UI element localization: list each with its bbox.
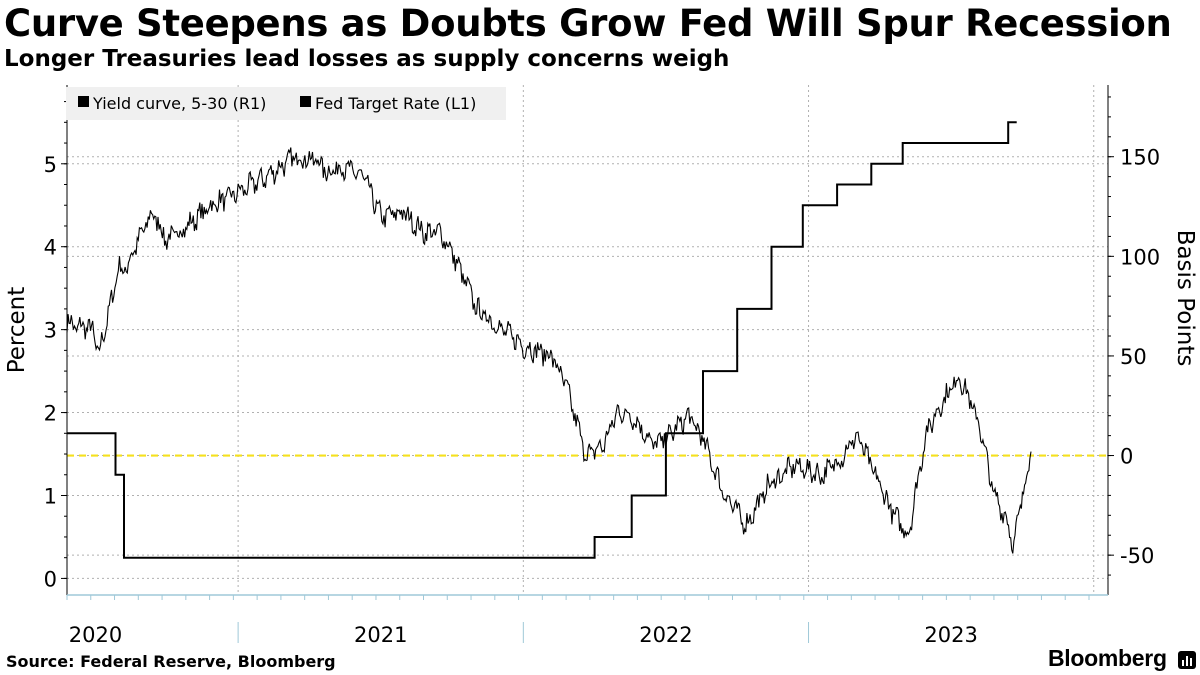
grid-lines xyxy=(67,85,1108,595)
y-right-tick-label: 100 xyxy=(1120,245,1160,269)
legend: Yield curve, 5-30 (R1) Fed Target Rate (L… xyxy=(66,87,506,120)
chart-subtitle: Longer Treasuries lead losses as supply … xyxy=(4,46,730,72)
series-fed-target-rate xyxy=(67,121,1017,559)
y-left-tick-label: 4 xyxy=(44,236,57,260)
x-tick-label-2021: 2021 xyxy=(354,623,407,647)
y-right-tick-label: 0 xyxy=(1120,445,1133,469)
y-right-tick-label: 50 xyxy=(1120,345,1147,369)
legend-background xyxy=(66,87,506,120)
y-left-tick-label: 0 xyxy=(44,567,57,591)
legend-label: Yield curve, 5-30 (R1) xyxy=(92,94,266,113)
series-layer xyxy=(66,121,1032,559)
y-right-tick-label: 150 xyxy=(1120,146,1160,170)
source-note: Source: Federal Reserve, Bloomberg xyxy=(6,652,336,671)
y-left-tick-label: 1 xyxy=(44,484,57,508)
y-right-axis-title: Basis Points xyxy=(1172,230,1198,367)
legend-label: Fed Target Rate (L1) xyxy=(315,94,476,113)
legend-swatch xyxy=(300,96,311,107)
bloomberg-terminal-icon xyxy=(1178,651,1196,669)
axes: 0 1 2 3 4 5 -50 0 50 100 150 2020 2021 2022 2023 Percen… xyxy=(4,85,1198,647)
x-tick-label-2022: 2022 xyxy=(639,623,692,647)
x-tick-label-2020: 2020 xyxy=(69,623,122,647)
y-left-axis-title: Percent xyxy=(4,287,30,374)
y-left-tick-label: 3 xyxy=(44,319,57,343)
y-right-tick-label: -50 xyxy=(1120,544,1154,568)
y-left-tick-label: 2 xyxy=(44,402,57,426)
bloomberg-logo: Bloomberg xyxy=(1048,645,1167,671)
x-tick-label-2023: 2023 xyxy=(924,623,977,647)
series-yield-curve-5-30 xyxy=(66,147,1032,554)
y-left-tick-label: 5 xyxy=(44,153,57,177)
chart-title: Curve Steepens as Doubts Grow Fed Will S… xyxy=(4,2,1172,45)
legend-swatch xyxy=(78,96,89,107)
